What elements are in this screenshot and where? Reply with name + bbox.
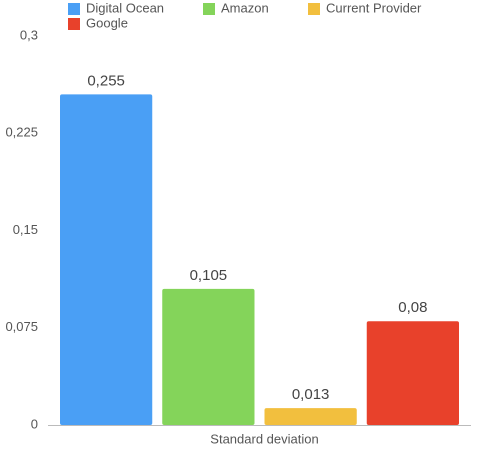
data-label: 0,013 [292, 386, 330, 403]
y-tick-label: 0,075 [5, 319, 38, 334]
bar [60, 94, 153, 425]
bar [264, 408, 357, 425]
legend-label: Amazon [221, 0, 269, 15]
legend-swatch [68, 3, 80, 15]
data-label: 0,255 [87, 72, 125, 89]
legend-swatch [203, 3, 215, 15]
data-label: 0,105 [190, 267, 228, 284]
legend-label: Current Provider [326, 0, 422, 15]
legend-swatch [68, 18, 80, 30]
y-tick-label: 0,15 [13, 222, 38, 237]
bar [162, 288, 255, 425]
legend-swatch [308, 3, 320, 15]
legend-label: Digital Ocean [86, 0, 164, 15]
legend-label: Google [86, 15, 128, 30]
x-tick-label: Standard deviation [210, 431, 318, 446]
bar [366, 321, 459, 425]
y-tick-label: 0 [31, 416, 38, 431]
y-tick-label: 0,3 [20, 27, 38, 42]
y-tick-label: 0,225 [5, 125, 38, 140]
data-label: 0,08 [398, 299, 427, 316]
